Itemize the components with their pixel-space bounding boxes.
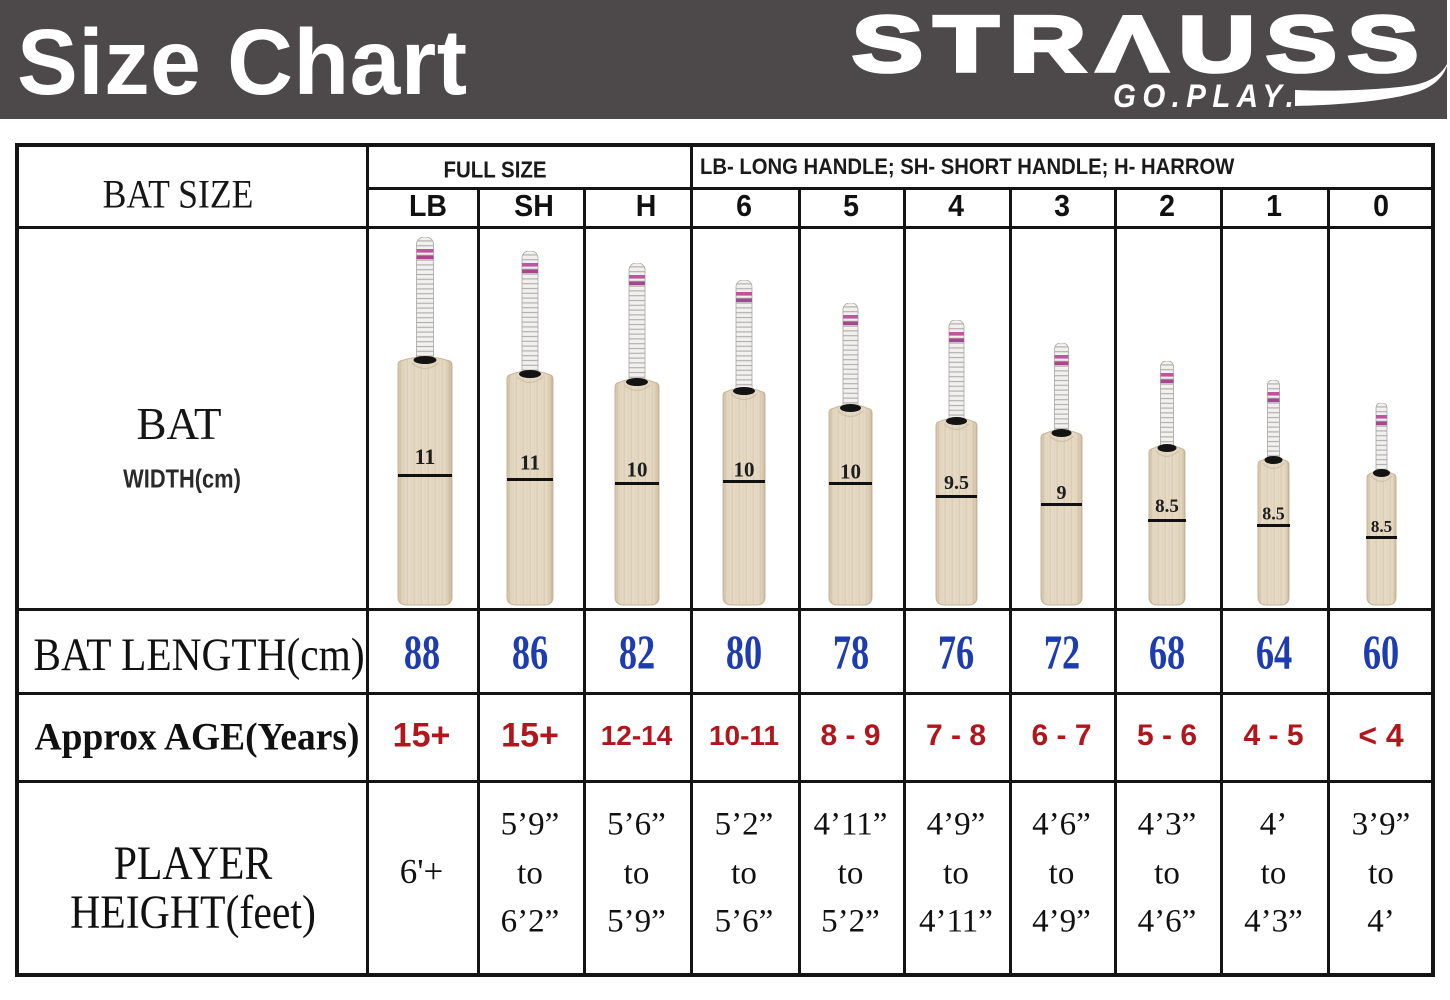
svg-text:10: 10	[734, 458, 755, 482]
svg-text:8.5: 8.5	[1155, 496, 1179, 517]
svg-text:11: 11	[415, 444, 436, 469]
svg-text:8.5: 8.5	[1262, 504, 1285, 524]
svg-text:9.5: 9.5	[944, 472, 969, 494]
svg-text:8.5: 8.5	[1370, 517, 1391, 536]
svg-text:11: 11	[520, 451, 540, 475]
svg-text:10: 10	[840, 460, 861, 484]
svg-text:10: 10	[626, 458, 647, 482]
svg-text:9: 9	[1057, 482, 1067, 504]
